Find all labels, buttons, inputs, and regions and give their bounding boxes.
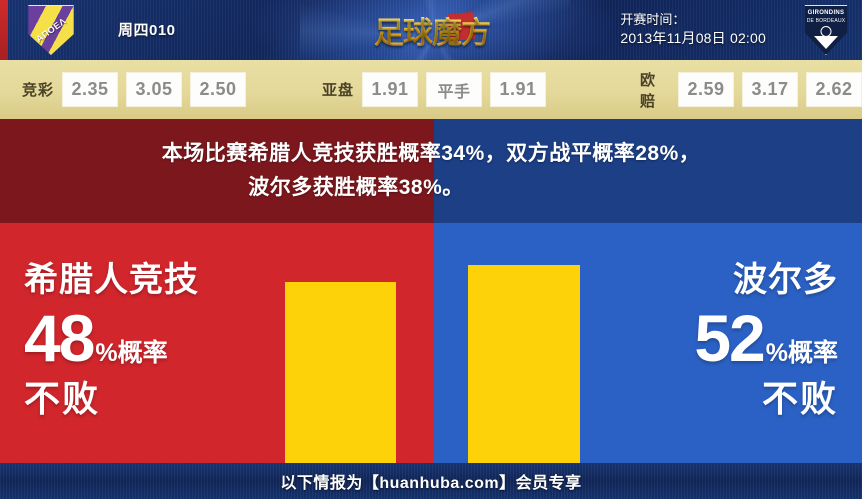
bar-away [468, 265, 580, 463]
odds-cell-away[interactable]: 1.91 [490, 72, 547, 107]
odds-cell-draw[interactable]: 3.05 [126, 72, 183, 107]
odds-group-label: 亚盘 [322, 82, 355, 99]
away-percent-value: 52 [694, 301, 765, 375]
match-number: 周四010 [118, 22, 176, 39]
away-result-label: 不败 [761, 378, 838, 419]
odds-cell-away[interactable]: 2.62 [806, 72, 862, 107]
odds-cell-home[interactable]: 2.35 [62, 72, 119, 107]
home-stats: 希腊人竞技 48 %概率 不败 [24, 259, 199, 421]
footer-bar: 以下情报为【huanhuba.com】会员专享 [0, 463, 862, 499]
unbeaten-probability-chart: 希腊人竞技 48 %概率 不败 波尔多 52 %概率 不败 [0, 223, 862, 463]
left-red-stripe [0, 0, 8, 60]
kickoff-time: 2013年11月08日 02:00 [620, 30, 766, 46]
odds-cell-handicap[interactable]: 平手 [426, 72, 483, 107]
probability-statement-banner: 本场比赛希腊人竞技获胜概率34%，双方战平概率28%， 波尔多获胜概率38%。 [0, 119, 862, 223]
odds-group-oupei: 欧赔 2.59 3.17 2.62 [640, 72, 862, 110]
home-team-crest-apoel: ΑΠΟΕΛ [24, 4, 78, 56]
bar-home [285, 282, 396, 463]
home-team-name: 希腊人竞技 [24, 261, 199, 299]
away-stats: 波尔多 52 %概率 不败 [694, 259, 838, 421]
crest-label-line2: DE BORDEAUX [806, 18, 846, 24]
kickoff-info: 开赛时间： 2013年11月08日 02:00 [620, 11, 766, 48]
home-result-label: 不败 [24, 378, 101, 419]
odds-group-jingcai: 竞彩 2.35 3.05 2.50 [22, 72, 247, 107]
banner-blue-half [434, 119, 862, 223]
banner-red-half [0, 119, 434, 223]
odds-cell-draw[interactable]: 3.17 [742, 72, 798, 107]
header-bar: ΑΠΟΕΛ 周四010 足球魔方 开赛时间： 2013年11月08日 02:00… [0, 0, 862, 60]
banner-text: 本场比赛希腊人竞技获胜概率34%，双方战平概率28%， 波尔多获胜概率38%。 [0, 119, 862, 223]
crest-label-line1: GIRONDINS [807, 10, 845, 16]
odds-cell-home[interactable]: 1.91 [362, 72, 419, 107]
odds-group-yapan: 亚盘 1.91 平手 1.91 [322, 72, 547, 107]
away-percent-row: 52 %概率 [694, 305, 838, 371]
home-percent-suffix: %概率 [95, 339, 168, 367]
odds-bar: 竞彩 2.35 3.05 2.50 亚盘 1.91 平手 1.91 欧赔 2.5… [0, 60, 862, 119]
away-team-crest-bordeaux: GIRONDINS DE BORDEAUX [802, 4, 850, 56]
away-percent-suffix: %概率 [765, 339, 838, 367]
site-logo: 足球魔方 [352, 9, 512, 51]
logo-text: 足球魔方 [374, 8, 491, 52]
odds-group-label: 竞彩 [22, 82, 55, 99]
odds-cell-home[interactable]: 2.59 [678, 72, 734, 107]
odds-cell-away[interactable]: 2.50 [190, 72, 247, 107]
away-team-name: 波尔多 [733, 261, 838, 299]
chevron-down-icon [814, 36, 838, 49]
banner-text-line2: 波尔多获胜概率38%。 [248, 176, 464, 199]
home-percent-row: 48 %概率 [24, 305, 199, 371]
footer-text: 以下情报为【huanhuba.com】会员专享 [280, 475, 582, 492]
kickoff-label: 开赛时间： [620, 12, 686, 27]
home-percent-value: 48 [24, 301, 95, 375]
banner-text-line1: 本场比赛希腊人竞技获胜概率34%，双方战平概率28%， [161, 142, 701, 165]
crest-label: ΑΠΟΕΛ [34, 15, 68, 45]
odds-group-label: 欧赔 [640, 71, 657, 110]
